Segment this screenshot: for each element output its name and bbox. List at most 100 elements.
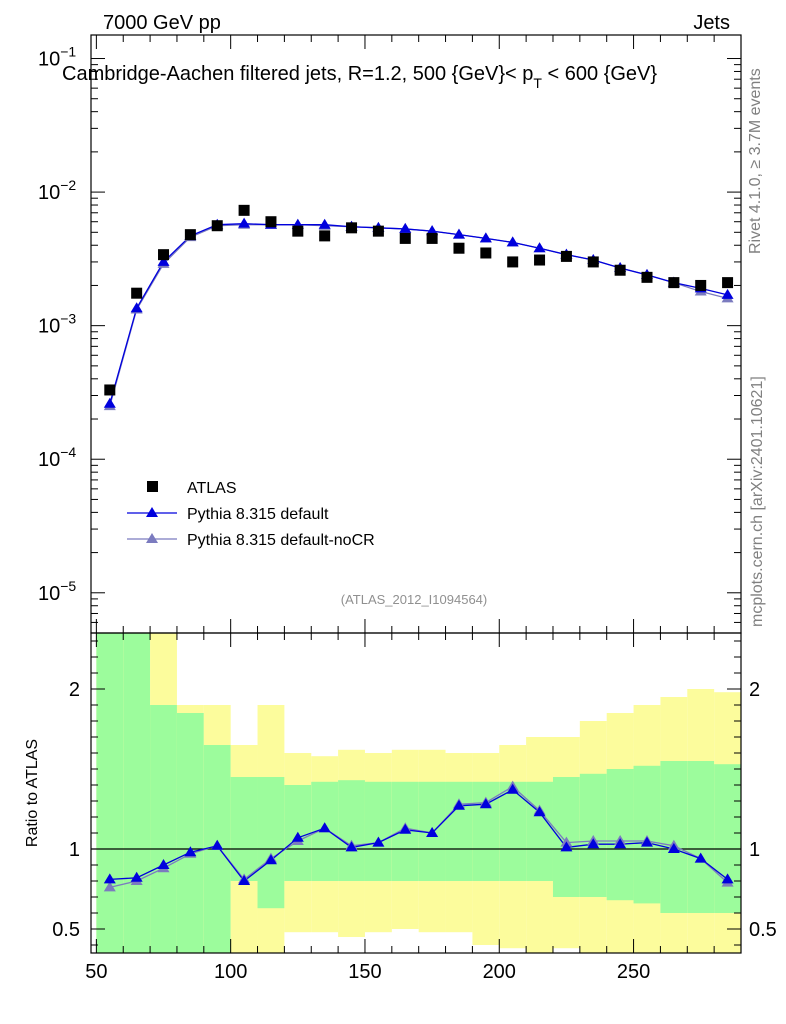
- ratio-point: [560, 841, 573, 852]
- plot-title-main: Cambridge-Aachen filtered jets, R=1.2, 5…: [62, 63, 533, 85]
- ratio-point: [694, 852, 707, 863]
- main-mc-point: [157, 255, 170, 266]
- main-y-tick-label: 10−5: [38, 578, 76, 605]
- ratio-point: [614, 838, 627, 849]
- atlas-data-point: [641, 271, 653, 283]
- ratio-point: [345, 841, 358, 852]
- axis-ticks: [91, 35, 742, 953]
- legend: ATLAS Pythia 8.315 default Pythia 8.315 …: [127, 480, 375, 549]
- ratio-point: [318, 822, 331, 833]
- atlas-data-point: [399, 232, 411, 244]
- band-inner-bin: [526, 781, 553, 881]
- ratio-point: [721, 873, 734, 884]
- header-right: Jets: [693, 12, 730, 34]
- legend-marker-atlas: [147, 481, 158, 492]
- main-mc-point: [721, 288, 734, 299]
- atlas-data-point: [560, 250, 572, 262]
- rivet-version-label: Rivet 4.1.0, ≥ 3.7M events: [747, 68, 764, 254]
- atlas-data-point: [614, 264, 626, 276]
- main-mc-point: [103, 397, 116, 408]
- band-inner-bin: [660, 761, 688, 913]
- main-y-tick-label: 10−2: [38, 177, 76, 204]
- ratio-point: [130, 871, 143, 882]
- main-series-line: [109, 223, 728, 404]
- axis-tick-labels: 10−110−210−310−410−50.5 0.51 12 250 100 150 20…: [38, 44, 777, 983]
- main-series-line: [109, 224, 728, 407]
- legend-label-default: Pythia 8.315 default: [187, 506, 329, 523]
- band-inner-bin: [230, 777, 258, 881]
- ratio-y-tick-label-left: 1: [69, 839, 80, 861]
- plot-title-subscript: T: [533, 75, 542, 91]
- main-mc-point: [318, 218, 331, 229]
- main-y-tick-label: 10−4: [38, 444, 76, 471]
- main-plot-series: [103, 204, 734, 411]
- atlas-data-point: [722, 277, 734, 289]
- main-mc-point: [479, 232, 492, 243]
- main-y-tick-label: 10−1: [38, 44, 76, 71]
- ratio-point: [184, 846, 197, 857]
- x-tick-label: 200: [483, 961, 516, 983]
- main-mc-point: [399, 222, 412, 233]
- atlas-data-point: [184, 229, 196, 241]
- atlas-data-point: [534, 254, 546, 266]
- plot-title: Cambridge-Aachen filtered jets, R=1.2, 5…: [62, 63, 657, 91]
- main-mc-point: [426, 225, 439, 236]
- x-tick-label: 150: [348, 961, 381, 983]
- ratio-plot-series: [103, 780, 734, 892]
- ratio-point: [426, 827, 439, 837]
- band-inner-bin: [633, 765, 661, 904]
- ratio-y-axis-label: Ratio to ATLAS: [24, 739, 41, 847]
- ratio-point: [291, 831, 304, 842]
- band-inner-bin: [364, 781, 392, 881]
- atlas-data-point: [587, 256, 599, 268]
- atlas-data-point: [319, 230, 331, 242]
- atlas-data-point: [453, 242, 465, 254]
- ratio-point: [372, 836, 385, 847]
- ratio-point: [157, 859, 170, 869]
- band-inner-bin: [606, 769, 634, 901]
- atlas-data-point: [104, 384, 116, 396]
- band-inner-bin: [687, 761, 715, 913]
- ratio-point: [479, 798, 492, 809]
- band-inner-bin: [714, 764, 741, 913]
- analysis-watermark: (ATLAS_2012_I1094564): [341, 592, 487, 607]
- main-mc-point: [452, 228, 465, 239]
- atlas-data-point: [346, 222, 358, 234]
- ratio-point: [640, 836, 653, 847]
- atlas-data-point: [426, 232, 438, 244]
- atlas-data-point: [158, 249, 170, 261]
- atlas-data-point: [292, 225, 304, 237]
- band-inner-bin: [150, 705, 177, 953]
- ratio-point: [211, 839, 224, 850]
- plot-title-tail: < 600 {GeV}: [542, 63, 657, 85]
- ratio-point: [587, 838, 600, 849]
- ratio-uncertainty-bands: [96, 633, 741, 953]
- legend-marker-default: [146, 507, 158, 517]
- legend-label-atlas: ATLAS: [187, 480, 237, 497]
- atlas-data-point: [265, 216, 277, 228]
- band-inner-bin: [96, 633, 124, 953]
- band-inner-bin: [445, 781, 473, 881]
- x-tick-label: 250: [617, 961, 650, 983]
- atlas-data-point: [507, 256, 519, 268]
- atlas-data-point: [668, 277, 680, 289]
- ratio-y-tick-label-right: 2: [749, 679, 760, 701]
- atlas-data-point: [238, 204, 250, 216]
- ratio-point: [506, 783, 519, 794]
- legend-label-nocr: Pythia 8.315 default-noCR: [187, 532, 375, 549]
- band-inner-bin: [257, 777, 285, 909]
- main-mc-point: [238, 217, 251, 228]
- ratio-point: [264, 854, 277, 865]
- ratio-point: [533, 806, 546, 817]
- band-inner-bin: [176, 713, 204, 953]
- atlas-data-point: [211, 220, 223, 232]
- main-mc-point: [533, 242, 546, 253]
- ratio-point: [452, 799, 465, 810]
- ratio-y-tick-label-left: 0.5: [52, 919, 80, 941]
- header-left: 7000 GeV pp: [103, 12, 221, 34]
- atlas-data-point: [372, 225, 384, 237]
- ratio-point: [667, 843, 680, 853]
- band-inner-bin: [338, 780, 365, 881]
- main-y-tick-label: 10−3: [38, 311, 76, 338]
- atlas-data-point: [695, 279, 707, 291]
